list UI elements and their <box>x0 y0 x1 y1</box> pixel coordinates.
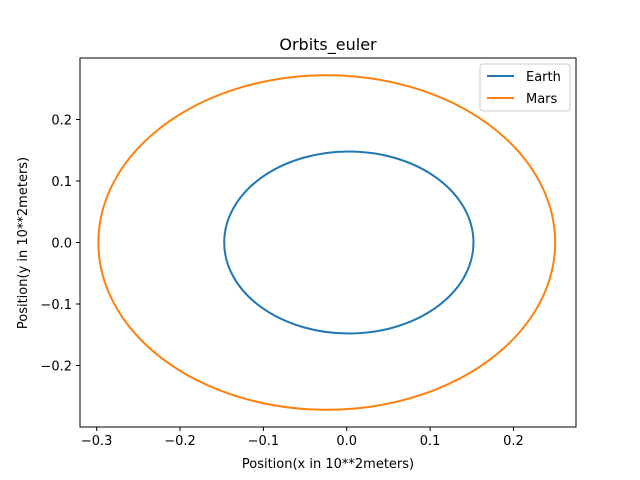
legend-label-mars: Mars <box>526 92 558 107</box>
x-axis: −0.3 −0.2 −0.1 0.0 0.1 0.2 <box>81 427 524 449</box>
y-axis-label: Position(y in 10**2meters) <box>16 157 31 329</box>
plot-frame <box>79 57 577 428</box>
y-tick-label: 0.1 <box>51 175 72 190</box>
x-tick-label: −0.2 <box>164 434 196 449</box>
x-tick-label: 0.1 <box>420 434 441 449</box>
series-orbit-earth <box>223 150 475 335</box>
y-tick-label: −0.2 <box>40 360 72 375</box>
series-orbit-mars <box>97 74 557 411</box>
chart-title: Orbits_euler <box>279 35 377 55</box>
legend-label-earth: Earth <box>526 70 561 85</box>
x-axis-label: Position(x in 10**2meters) <box>242 457 414 472</box>
y-tick-label: 0.2 <box>51 114 72 129</box>
x-tick-label: 0.0 <box>336 434 357 449</box>
x-tick-label: 0.2 <box>503 434 524 449</box>
plot-area <box>97 74 557 411</box>
legend: Earth Mars <box>479 63 571 112</box>
x-tick-label: −0.3 <box>81 434 113 449</box>
y-tick-label: 0.0 <box>51 237 72 252</box>
y-axis: −0.2 −0.1 0.0 0.1 0.2 <box>40 114 80 375</box>
y-tick-label: −0.1 <box>40 298 72 313</box>
x-tick-label: −0.1 <box>248 434 280 449</box>
